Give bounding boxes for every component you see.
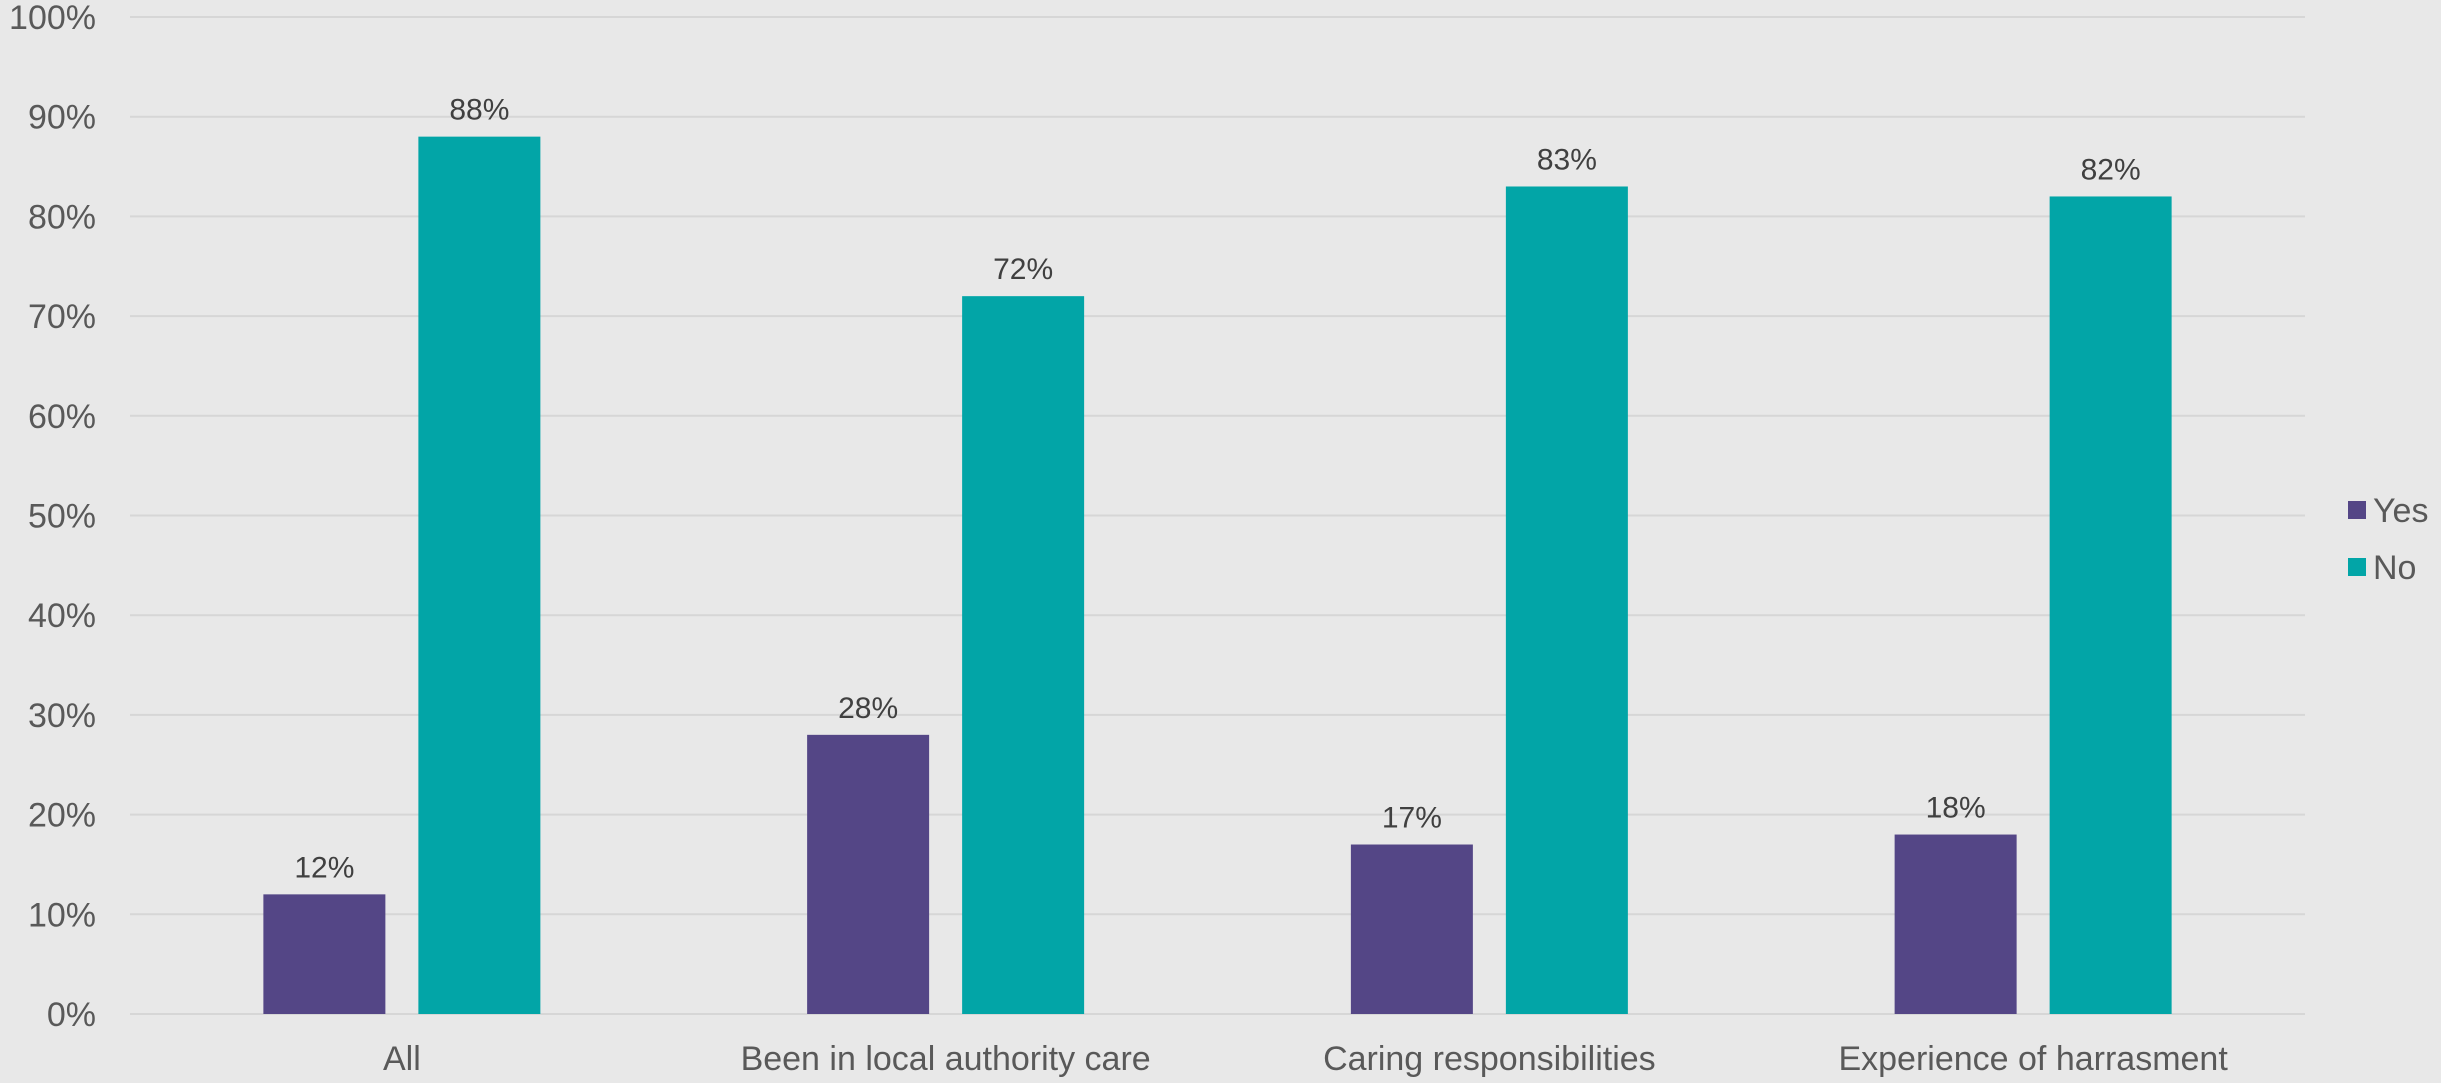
x-category-label: Been in local authority care (741, 1040, 1151, 1078)
y-tick-label: 30% (28, 697, 96, 735)
y-tick-label: 50% (28, 498, 96, 536)
y-axis-tick-labels: 0% 10% 20% 30% 40% 50% 60% 70% 80% 90% 100% (9, 0, 96, 1034)
x-axis-category-labels: All Been in local authority care Caring re… (383, 1040, 2228, 1078)
data-label-yes: 12% (294, 851, 354, 884)
y-tick-label: 60% (28, 398, 96, 436)
x-category-label: Experience of harrasment (1838, 1040, 2228, 1078)
bars (263, 136, 2172, 1015)
bar-yes-2 (1350, 844, 1473, 1014)
data-label-yes: 18% (1926, 792, 1986, 825)
legend-label-yes: Yes (2373, 492, 2428, 530)
bar-yes-3 (1894, 834, 2017, 1014)
y-tick-label: 80% (28, 198, 96, 236)
x-category-label: Caring responsibilities (1323, 1040, 1656, 1078)
bar-yes-1 (807, 734, 930, 1014)
legend-swatch-yes (2348, 501, 2366, 519)
y-tick-label: 0% (47, 996, 96, 1034)
y-tick-label: 100% (9, 0, 96, 37)
legend-swatch-no (2348, 558, 2366, 576)
y-tick-label: 90% (28, 99, 96, 137)
y-tick-label: 20% (28, 797, 96, 835)
data-labels: 12% 88% 28% 72% 17% 83% 18% 82% (294, 94, 2140, 885)
bar-no-3 (2049, 196, 2172, 1014)
data-label-no: 88% (449, 94, 509, 127)
data-label-yes: 28% (838, 692, 898, 725)
bar-no-1 (962, 296, 1085, 1014)
x-category-label: All (383, 1040, 421, 1078)
y-tick-label: 70% (28, 298, 96, 336)
bar-no-0 (418, 136, 541, 1014)
y-tick-label: 40% (28, 597, 96, 635)
data-label-yes: 17% (1382, 802, 1442, 835)
y-tick-label: 10% (28, 896, 96, 934)
data-label-no: 72% (993, 253, 1053, 286)
legend-label-no: No (2373, 549, 2416, 587)
bar-no-2 (1505, 186, 1628, 1015)
data-label-no: 82% (2081, 153, 2141, 186)
bar-yes-0 (263, 894, 386, 1014)
legend: Yes No (2348, 492, 2428, 587)
data-label-no: 83% (1537, 143, 1597, 176)
